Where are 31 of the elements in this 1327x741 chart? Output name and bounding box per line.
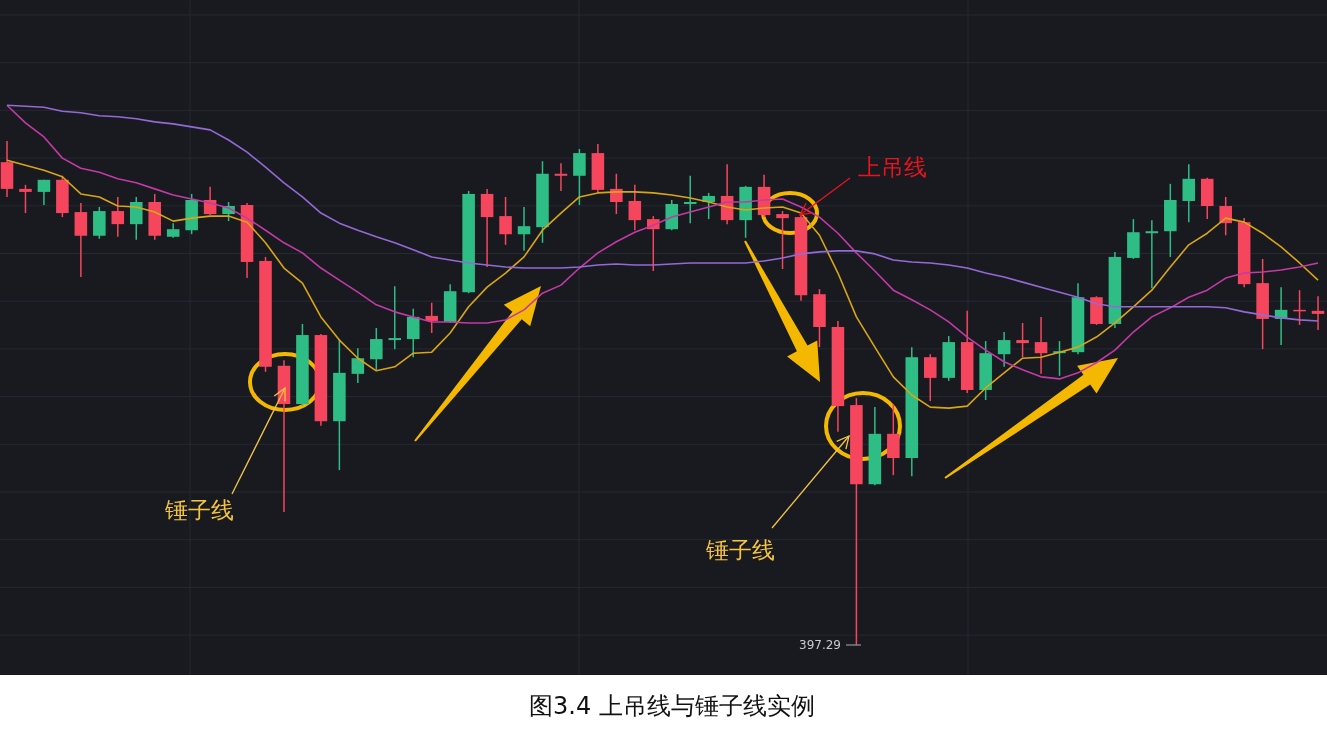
candlestick [351, 347, 365, 384]
candlestick [425, 302, 438, 334]
candlestick [1034, 316, 1048, 375]
candlestick [406, 308, 420, 358]
candlestick [388, 285, 402, 350]
candlestick [74, 202, 88, 278]
candlestick [683, 175, 697, 224]
candlestick [499, 196, 512, 246]
candlestick [517, 206, 531, 252]
candlestick [776, 210, 789, 270]
candlestick [111, 196, 125, 238]
text: 图3.4 上吊线与锤子线实例 [529, 692, 815, 720]
candlestick [1016, 322, 1029, 358]
candlestick [370, 327, 383, 371]
candlestick [19, 184, 32, 214]
annotation: 锤子线 [163, 497, 234, 523]
candlestick [628, 184, 642, 231]
annotation: 上吊线 [857, 154, 927, 180]
candlestick [129, 196, 143, 241]
candlestick [923, 353, 937, 402]
annotation: 锤子线 [704, 537, 775, 563]
candlestick [37, 179, 51, 206]
candlestick [997, 331, 1011, 368]
candlestick [1182, 163, 1196, 223]
candlestick [1311, 295, 1325, 331]
candlestick [573, 148, 586, 206]
candlestick [1145, 219, 1159, 289]
candlestick [554, 162, 568, 192]
annotation: 397.29 [799, 638, 841, 652]
candlestick [1219, 196, 1232, 236]
candlestick [480, 188, 494, 268]
